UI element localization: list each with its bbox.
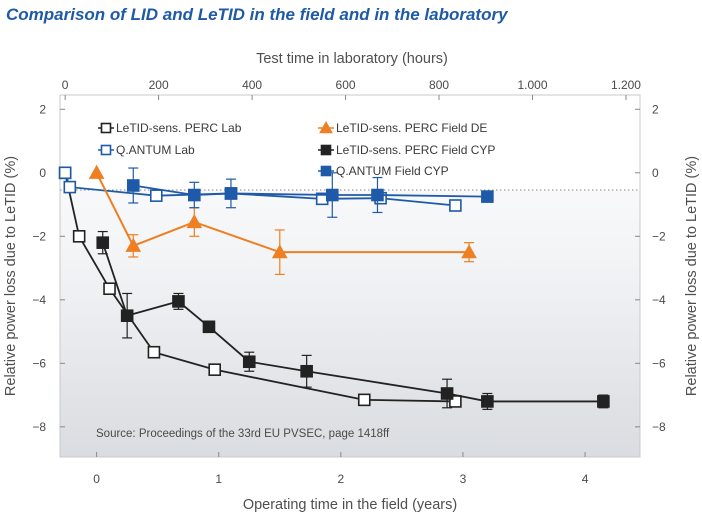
series-2	[88, 164, 477, 276]
legend-label: Q.ANTUM Field CYP	[336, 164, 449, 178]
data-point	[224, 187, 238, 200]
x-tick-label: 4	[582, 472, 589, 486]
y2-axis-label: Relative power loss due to LeTID (%)	[684, 156, 700, 396]
data-point	[481, 190, 494, 203]
data-point	[103, 282, 116, 296]
y2-tick-label: 2	[652, 102, 659, 116]
data-point	[88, 164, 105, 179]
bottom-axis: 0 1 2 3 4	[93, 452, 589, 486]
data-point	[149, 189, 163, 202]
chart-title: Comparison of LID and LeTID in the field…	[6, 5, 508, 24]
data-point	[96, 236, 110, 249]
data-point	[371, 188, 384, 202]
legend-item: LeTID-sens. PERC Field CYP	[318, 143, 495, 157]
series-4	[126, 167, 494, 218]
data-point	[125, 237, 142, 252]
x-tick-label: 3	[460, 472, 467, 486]
data-point	[357, 393, 371, 407]
legend-label: LeTID-sens. PERC Field DE	[336, 121, 487, 135]
data-point	[186, 213, 203, 229]
y2-tick-label: −2	[652, 229, 666, 243]
x2-tick-label: 1.000	[517, 78, 547, 92]
legend-item: Q.ANTUM Lab	[98, 143, 195, 157]
series-layer	[58, 164, 610, 410]
data-point	[63, 180, 77, 194]
left-axis: 2 0 −2 −4 −6 −8	[32, 102, 65, 434]
legend-label: LeTID-sens. PERC Lab	[116, 121, 242, 135]
y-tick-label: −4	[32, 293, 46, 307]
x-tick-label: 0	[93, 472, 100, 486]
legend-marker	[320, 144, 332, 156]
y2-tick-label: −8	[652, 420, 666, 434]
legend-marker	[100, 144, 112, 156]
right-axis: 2 0 −2 −4 −6 −8	[635, 102, 666, 434]
legend-label: Q.ANTUM Lab	[116, 143, 195, 157]
data-point	[72, 230, 86, 243]
data-point	[242, 355, 256, 369]
data-point	[202, 320, 216, 334]
top-axis: 0 200 400 600 800 1.000 1.200	[62, 78, 641, 100]
legend: LeTID-sens. PERC Lab Q.ANTUM Lab LeTID-sen…	[98, 120, 495, 178]
plot-upper-area	[60, 95, 640, 190]
data-point	[126, 179, 140, 192]
x-tick-label: 2	[337, 472, 344, 486]
series-3	[96, 230, 610, 410]
y-axis-label: Relative power loss due to LeTID (%)	[3, 156, 19, 396]
x2-tick-label: 200	[149, 78, 169, 92]
data-point	[172, 295, 185, 308]
data-point	[271, 244, 288, 259]
legend-label: LeTID-sens. PERC Field CYP	[336, 143, 495, 157]
series-line	[133, 184, 488, 198]
legend-marker	[320, 165, 332, 177]
data-point	[147, 345, 161, 359]
data-point	[440, 387, 454, 400]
legend-marker	[319, 120, 333, 134]
plot-frame	[59, 94, 641, 458]
x2-tick-label: 0	[62, 78, 69, 92]
x-axis-label: Operating time in the field (years)	[243, 497, 457, 513]
data-point	[325, 188, 339, 202]
y-tick-label: −6	[32, 356, 46, 370]
data-point	[449, 199, 462, 212]
y2-tick-label: −4	[652, 293, 666, 307]
legend-marker	[100, 122, 112, 134]
source-note: Source: Proceedings of the 33rd EU PVSEC…	[96, 428, 390, 440]
legend-item: Q.ANTUM Field CYP	[318, 164, 449, 178]
legend-item: LeTID-sens. PERC Field DE	[318, 120, 487, 135]
x2-tick-label: 800	[429, 78, 449, 92]
x2-tick-label: 1.200	[611, 78, 641, 92]
data-point	[208, 363, 221, 376]
data-point	[120, 309, 134, 322]
y-tick-label: 0	[39, 166, 46, 180]
data-point	[481, 395, 494, 408]
x2-axis-label: Test time in laboratory (hours)	[256, 51, 448, 67]
data-point	[597, 395, 610, 408]
data-point	[58, 166, 72, 180]
x-tick-label: 1	[215, 472, 222, 486]
y2-tick-label: 0	[652, 166, 659, 180]
x2-tick-label: 600	[336, 78, 356, 92]
y-tick-label: 2	[39, 102, 46, 116]
legend-item: LeTID-sens. PERC Lab	[98, 121, 242, 135]
data-point	[300, 364, 313, 378]
data-point	[461, 244, 477, 259]
y-tick-label: −2	[32, 229, 46, 243]
y2-tick-label: −6	[652, 356, 666, 370]
y-tick-label: −8	[32, 420, 46, 434]
data-point	[188, 188, 201, 202]
x2-tick-label: 400	[242, 78, 262, 92]
